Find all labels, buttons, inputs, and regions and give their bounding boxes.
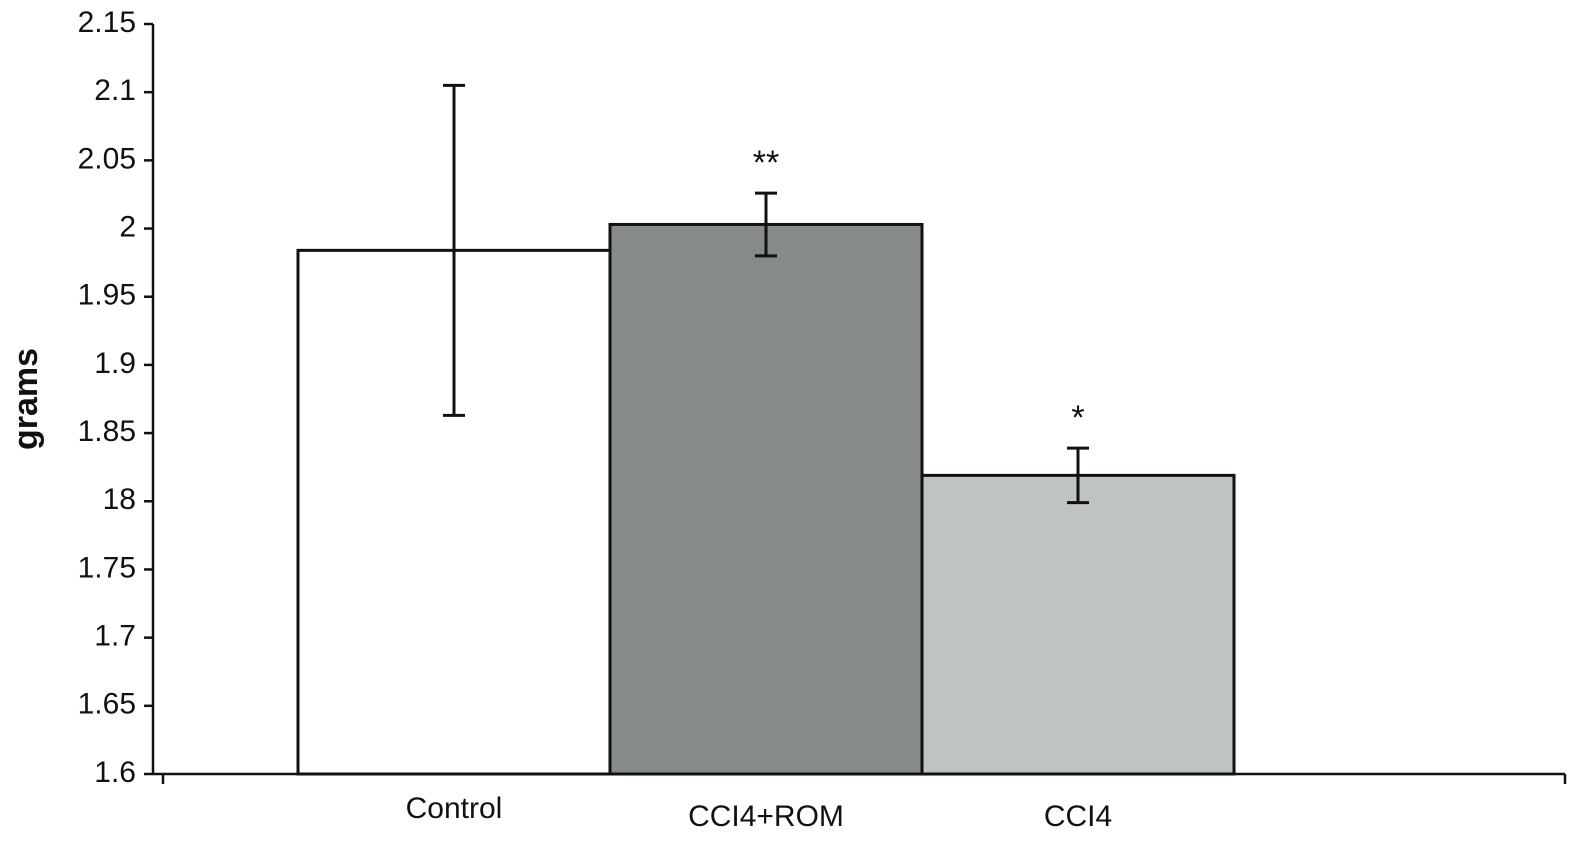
y-tick-label: 2.15 xyxy=(78,6,136,39)
x-tick-label: CCI4 xyxy=(1044,800,1112,833)
y-tick-label: 1.95 xyxy=(78,279,136,312)
y-tick-label: 2 xyxy=(119,210,136,243)
x-tick-label: CCI4+ROM xyxy=(688,800,844,833)
y-tick-label: 18 xyxy=(103,483,136,516)
error-bar xyxy=(755,191,777,258)
y-tick-label: 1.75 xyxy=(78,551,136,584)
y-tick-label: 1.9 xyxy=(94,347,136,380)
error-bar xyxy=(1067,446,1089,505)
y-tick-label: 1.85 xyxy=(78,415,136,448)
significance-label: * xyxy=(1071,399,1084,437)
y-tick-label: 2.05 xyxy=(78,142,136,175)
y-tick-label: 2.1 xyxy=(94,74,136,107)
y-axis-label: grams xyxy=(7,348,45,450)
significance-label: ** xyxy=(753,144,779,182)
x-tick-label: Control xyxy=(406,792,503,825)
y-tick-label: 1.6 xyxy=(94,756,136,789)
y-tick-label: 1.7 xyxy=(94,620,136,653)
bar xyxy=(920,473,1236,776)
error-bar xyxy=(443,83,465,417)
y-tick-label: 1.65 xyxy=(78,688,136,721)
bar xyxy=(608,222,924,776)
